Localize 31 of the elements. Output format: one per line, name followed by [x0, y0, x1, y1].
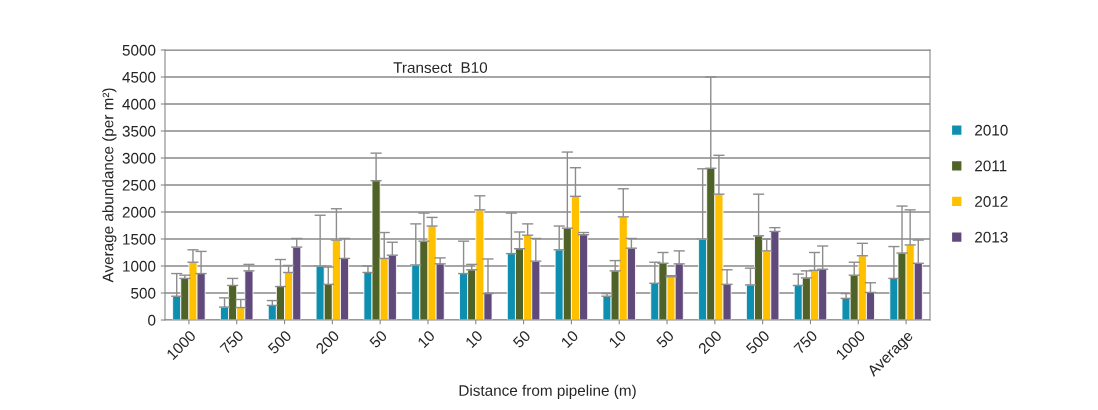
legend-label: 2010: [975, 124, 1008, 136]
y-tick-label: 3000: [122, 152, 156, 164]
x-tick-label: 200: [697, 329, 723, 355]
x-tick-label: 50: [512, 329, 532, 349]
y-tick-label: 0: [148, 314, 156, 326]
y-tick-label: 2000: [122, 206, 156, 218]
y-tick-label: 1000: [123, 260, 156, 272]
legend-label: 2012: [975, 196, 1008, 207]
x-tick-label: 10: [464, 329, 484, 349]
y-tick-label: 500: [131, 287, 156, 299]
x-tick-label: 10: [417, 329, 436, 349]
x-tick-label: 500: [745, 329, 771, 355]
y-tick-label: 3500: [122, 125, 156, 137]
x-tick-label: 50: [368, 329, 388, 349]
x-tick-label: 10: [560, 329, 579, 349]
legend-label: 2013: [975, 231, 1008, 243]
x-tick-label: 200: [315, 329, 340, 355]
y-axis-title: Average abundance (per m²): [102, 88, 117, 283]
y-tick-label: 5000: [122, 44, 156, 56]
y-tick-label: 4500: [122, 71, 156, 83]
x-tick-label: 750: [219, 329, 245, 355]
x-tick-label: 750: [793, 329, 818, 355]
text: Transect B10: [393, 62, 488, 73]
legend-label: 2011: [975, 160, 1007, 172]
y-tick-label: 1500: [123, 233, 156, 245]
y-tick-label: 2500: [122, 179, 156, 191]
x-axis-title: Distance from pipeline (m): [459, 384, 636, 399]
x-tick-label: 500: [267, 329, 293, 355]
x-tick-label: 50: [655, 329, 675, 349]
x-tick-label: 10: [608, 329, 627, 349]
y-tick-label: 4000: [122, 98, 156, 110]
